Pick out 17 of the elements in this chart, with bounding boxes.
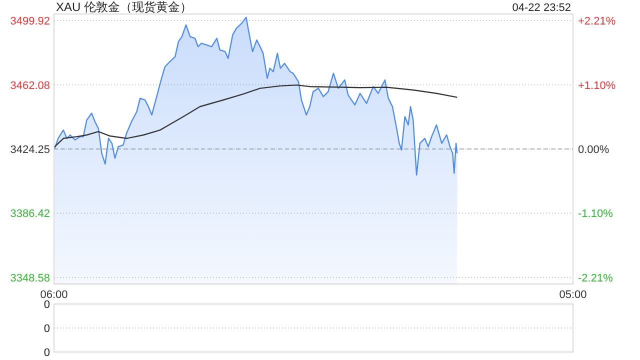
y-tick-label: 3424.25	[10, 144, 50, 156]
x-tick-label: 05:00	[559, 289, 587, 301]
y2-tick-label: -2.21%	[578, 272, 614, 285]
y-tick-label: 3462.08	[10, 80, 50, 92]
text: 0	[44, 347, 50, 359]
text: 0	[44, 299, 50, 311]
y-tick-label: 3348.58	[10, 272, 50, 284]
y2-tick-label: +1.10%	[578, 80, 616, 92]
y-tick-label: 3386.42	[10, 208, 50, 220]
y2-tick-label: 0.00%	[578, 144, 610, 156]
text: 04-22 23:52	[512, 2, 571, 14]
y2-tick-label: -1.10%	[578, 208, 614, 220]
y-tick-label: 3499.92	[10, 16, 50, 28]
chart-title: XAU 伦敦金（现货黄金）	[56, 0, 192, 14]
text: 0	[44, 323, 50, 335]
x-tick-label: 06:00	[40, 289, 68, 301]
y2-tick-label: +2.21%	[578, 15, 616, 28]
